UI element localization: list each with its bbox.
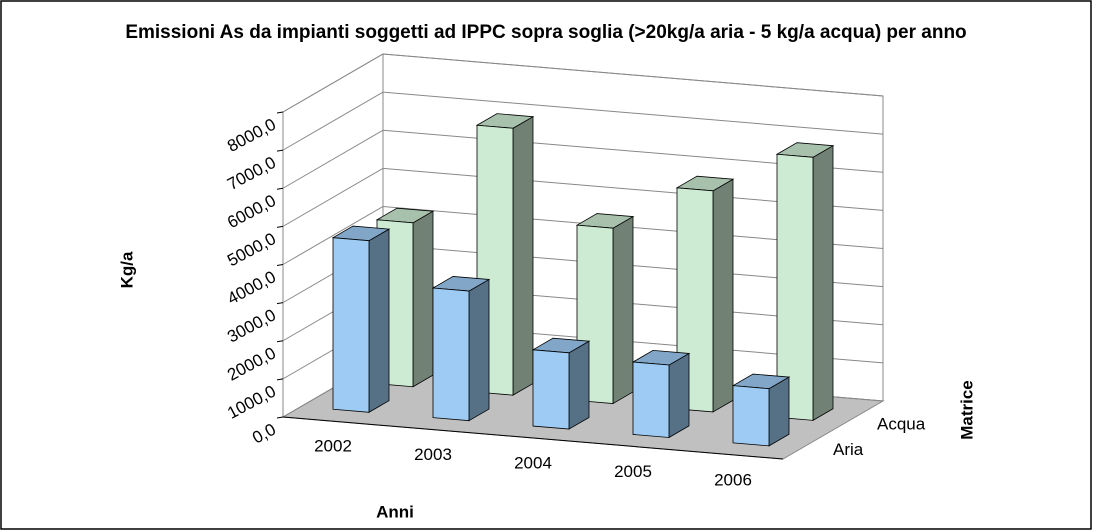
x-tick-label: 2002 xyxy=(314,437,352,456)
bar xyxy=(331,225,391,413)
bar-front xyxy=(332,237,370,413)
bar-side xyxy=(412,210,434,388)
bar-side xyxy=(368,228,390,413)
series-label: Aria xyxy=(833,440,864,459)
bar xyxy=(631,350,691,439)
bar-side xyxy=(468,278,490,422)
x-axis-label: Anni xyxy=(376,502,414,521)
bar xyxy=(431,276,491,422)
grid-line xyxy=(282,129,884,189)
y-tick-mark xyxy=(276,302,284,305)
bar-front xyxy=(632,361,670,438)
y-tick-mark xyxy=(276,149,284,152)
bar-front xyxy=(532,349,570,430)
y-tick-mark xyxy=(276,378,284,381)
bar-front xyxy=(776,153,814,421)
x-axis-line xyxy=(282,416,784,460)
bar-front xyxy=(732,385,770,447)
y-axis-label: Kg/a xyxy=(117,251,136,288)
bar-side xyxy=(568,340,590,430)
bar-side xyxy=(712,178,734,413)
bar-side xyxy=(668,352,690,439)
y-tick-mark xyxy=(276,340,284,343)
y-tick-mark xyxy=(276,225,284,228)
x-tick-label: 2006 xyxy=(714,470,752,489)
chart-title: Emissioni As da impianti soggetti ad IPP… xyxy=(125,22,966,43)
bar-side xyxy=(612,215,634,405)
x-tick-label: 2005 xyxy=(614,462,652,481)
x-tick-label: 2003 xyxy=(414,445,452,464)
bar xyxy=(731,373,791,447)
x-tick-label: 2004 xyxy=(514,453,552,472)
bar xyxy=(531,337,591,430)
bar xyxy=(775,142,835,422)
grid-line xyxy=(282,53,884,113)
bar-front xyxy=(432,287,470,422)
y-tick-mark xyxy=(276,416,284,419)
y-tick-mark xyxy=(276,111,284,114)
grid-line xyxy=(282,91,884,151)
series-label: Acqua xyxy=(877,415,926,434)
bar-side xyxy=(812,144,834,422)
z-axis-label: Matrice xyxy=(957,380,976,440)
y-tick-mark xyxy=(276,264,284,266)
y-tick-mark xyxy=(276,187,284,190)
bar-side xyxy=(512,115,534,396)
